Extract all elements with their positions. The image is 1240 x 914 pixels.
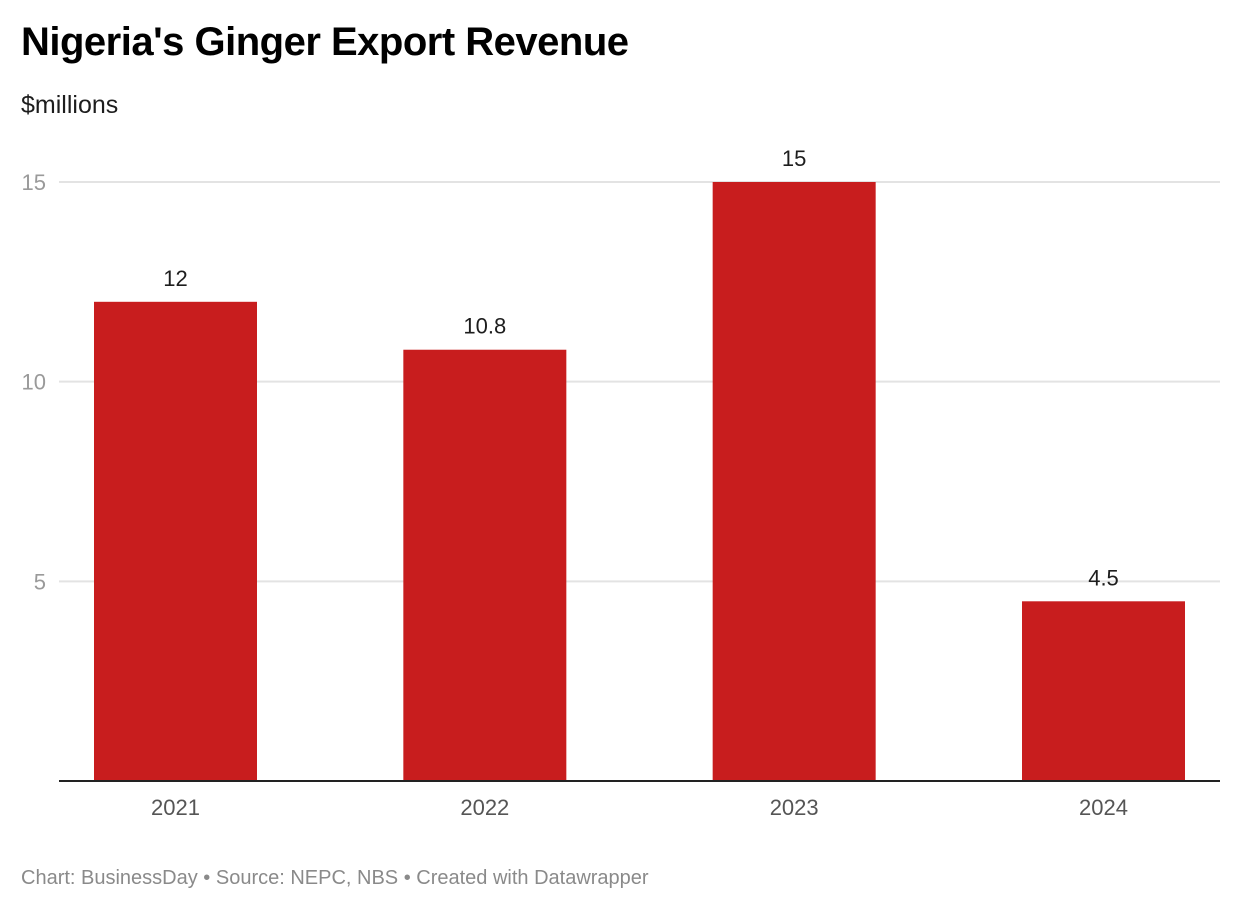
data-label: 4.5 [1088, 565, 1119, 590]
data-label: 15 [782, 146, 806, 171]
data-label: 12 [163, 266, 187, 291]
data-label: 10.8 [463, 314, 506, 339]
x-tick-label: 2022 [460, 795, 509, 820]
chart-footer: Chart: BusinessDay • Source: NEPC, NBS •… [21, 867, 649, 889]
y-tick-label: 10 [22, 370, 46, 395]
chart-subtitle: $millions [21, 91, 119, 119]
bar [403, 349, 567, 781]
x-tick-label: 2021 [151, 795, 200, 820]
y-tick-label: 5 [34, 569, 46, 594]
bar [712, 182, 876, 781]
bar [1022, 601, 1185, 781]
y-tick-label: 15 [22, 170, 46, 195]
x-tick-label: 2023 [770, 795, 819, 820]
chart-title: Nigeria's Ginger Export Revenue [21, 20, 629, 64]
x-tick-label: 2024 [1079, 795, 1128, 820]
bar [94, 301, 257, 781]
